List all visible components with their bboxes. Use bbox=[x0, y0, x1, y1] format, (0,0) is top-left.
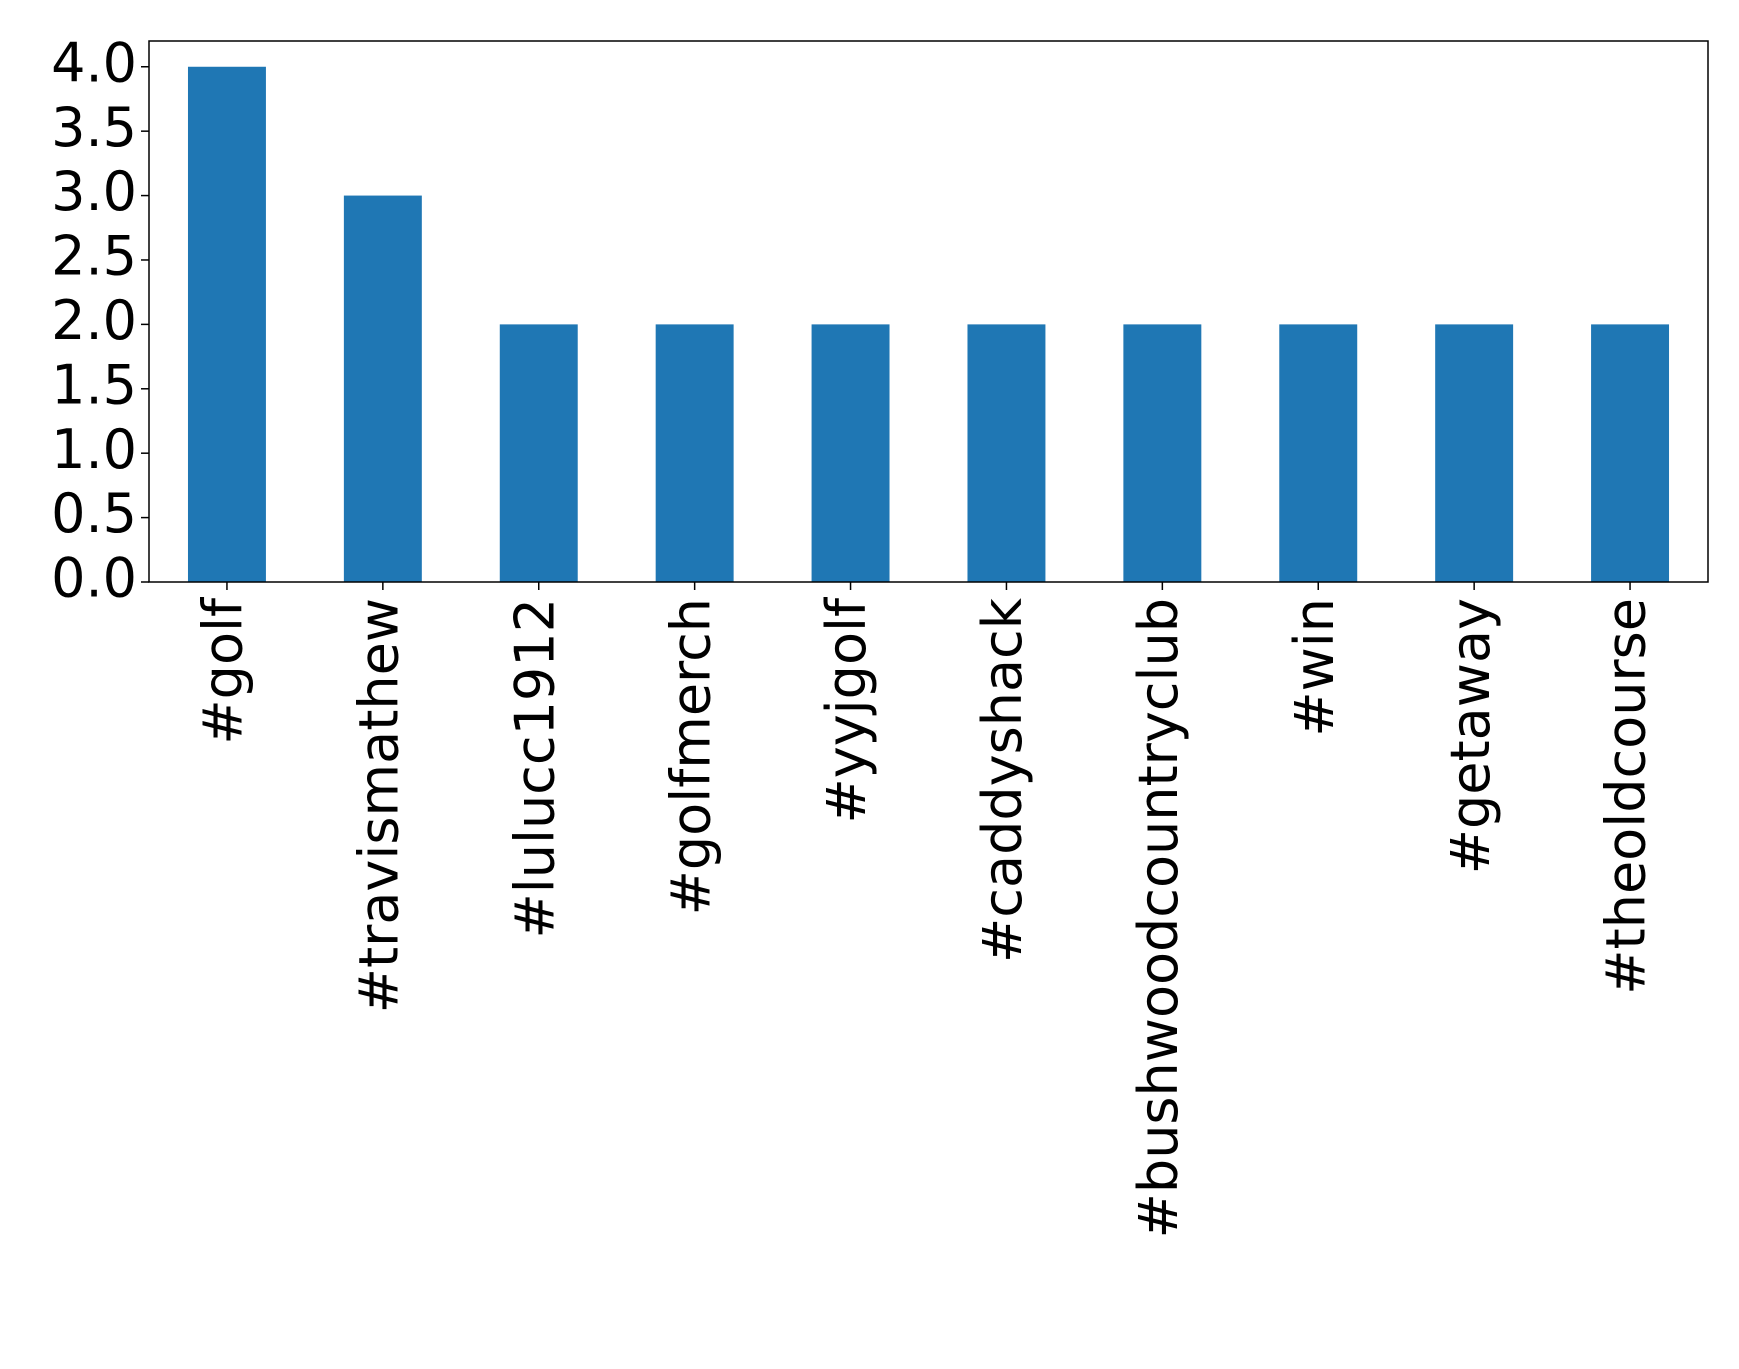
y-tick-label: 3.5 bbox=[51, 96, 137, 159]
y-tick-label: 3.0 bbox=[51, 160, 137, 223]
x-tick-label: #golf bbox=[192, 596, 255, 745]
x-tick-label: #win bbox=[1283, 598, 1346, 737]
x-tick-label: #caddyshack bbox=[971, 597, 1034, 963]
bar bbox=[811, 324, 890, 582]
y-tick-label: 1.5 bbox=[51, 353, 137, 416]
x-tick-label: #travismathew bbox=[347, 598, 410, 1013]
y-tick-label: 4.0 bbox=[51, 31, 137, 94]
x-tick-label: #bushwoodcountryclub bbox=[1127, 598, 1190, 1238]
y-tick-label: 0.5 bbox=[51, 482, 137, 545]
bar bbox=[499, 324, 578, 582]
bar bbox=[1435, 324, 1514, 582]
x-tick-label: #getaway bbox=[1439, 598, 1502, 874]
x-tick-label: #golfmerch bbox=[659, 598, 722, 915]
bar bbox=[1279, 324, 1358, 582]
x-tick-label: #lulucc1912 bbox=[503, 598, 566, 939]
x-tick-label: #yyjgolf bbox=[815, 596, 878, 823]
bar bbox=[1591, 324, 1670, 582]
bar bbox=[1123, 324, 1202, 582]
y-tick-label: 1.0 bbox=[51, 418, 137, 481]
y-tick-label: 2.0 bbox=[51, 289, 137, 352]
plot-frame bbox=[148, 40, 1709, 583]
y-tick-label: 2.5 bbox=[51, 225, 137, 288]
bar bbox=[967, 324, 1046, 582]
bar bbox=[343, 195, 422, 583]
x-tick-label: #theoldcourse bbox=[1595, 598, 1658, 995]
bar bbox=[655, 324, 734, 582]
bar bbox=[187, 66, 266, 582]
y-tick-label: 0.0 bbox=[51, 547, 137, 610]
